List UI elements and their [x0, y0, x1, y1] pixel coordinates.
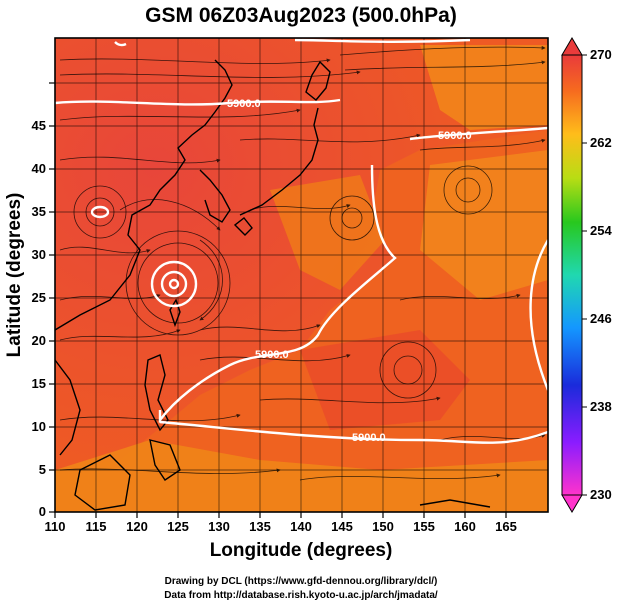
contour-label-south: 5900.0: [352, 432, 386, 444]
x-axis: 110 115 120 125 130 135 140 145 150 155 …: [45, 512, 517, 561]
x-tick-label: 130: [208, 519, 230, 534]
chart-title: GSM 06Z03Aug2023 (500.0hPa): [145, 4, 457, 27]
colorbar-bottom-triangle: [561, 494, 583, 513]
x-tick-label: 165: [495, 519, 517, 534]
contour-label-center: 5900.0: [255, 349, 289, 361]
y-tick-label: 5: [39, 462, 46, 477]
y-axis-label: Latitude (degrees): [4, 193, 25, 358]
y-tick-label: 0: [39, 504, 46, 519]
warm-region-south: [300, 330, 470, 430]
colorbar-scale: [561, 54, 583, 496]
colorbar-tick-label: 254: [590, 223, 612, 238]
x-tick-label: 155: [413, 519, 435, 534]
colorbar-tick-label: 230: [590, 487, 612, 502]
cool-region-north: [420, 45, 548, 130]
philippines-south: [149, 439, 181, 481]
geopotential-contours: [55, 38, 548, 444]
x-tick-label: 160: [454, 519, 476, 534]
credit-data: Data from http://database.rish.kyoto-u.a…: [164, 590, 438, 601]
borneo-coast: [74, 454, 131, 511]
streamlines: [59, 45, 546, 481]
y-tick-label: 30: [32, 247, 46, 262]
x-tick-label: 115: [86, 519, 107, 534]
y-axis: 0 5 10 15 20 25 30 35 40 45 Latitude (de…: [4, 82, 55, 519]
x-tick-label: 110: [45, 519, 66, 534]
x-tick-label: 135: [249, 519, 271, 534]
x-tick-label: 120: [126, 519, 148, 534]
colorbar-tick-label: 270: [590, 47, 612, 62]
x-tick-label: 150: [372, 519, 394, 534]
y-tick-label: 35: [32, 204, 46, 219]
x-axis-label: Longitude (degrees): [210, 540, 393, 561]
indochina-coast: [55, 359, 81, 456]
cool-region-center: [270, 175, 385, 290]
colorbar-tick-label: 262: [590, 135, 612, 150]
colorbar-tick-label: 246: [590, 311, 612, 326]
y-tick-label: 25: [32, 290, 46, 305]
y-tick-label: 45: [32, 118, 46, 133]
coastlines: [55, 59, 491, 511]
y-tick-label: 40: [32, 161, 46, 176]
x-tick-label: 140: [290, 519, 312, 534]
korea-coast: [199, 169, 231, 223]
colorbar-tick-label: 238: [590, 399, 612, 414]
colorbar-top-triangle: [561, 37, 583, 56]
japan-hokkaido: [305, 60, 331, 101]
cool-region-east: [420, 150, 548, 300]
japan-honshu: [239, 107, 319, 216]
contour-label-east: 5900.0: [438, 130, 472, 142]
kyushu: [233, 217, 253, 236]
colorbar: 270 262 254 246 238 230: [561, 37, 612, 513]
taiwan: [169, 298, 181, 328]
plot-area: 5900.0 5900.0 5900.0 5900.0: [55, 38, 548, 512]
credit-drawing: Drawing by DCL (https://www.gfd-dennou.o…: [165, 576, 438, 587]
x-tick-label: 125: [167, 519, 189, 534]
y-tick-label: 15: [32, 376, 46, 391]
x-tick-label: 145: [331, 519, 353, 534]
asia-coast: [55, 59, 233, 331]
philippines-luzon: [144, 354, 169, 432]
y-tick-label: 10: [32, 419, 46, 434]
contour-label-north: 5900.0: [227, 98, 261, 110]
new-guinea-coast: [419, 499, 491, 508]
y-tick-label: 20: [32, 333, 46, 348]
